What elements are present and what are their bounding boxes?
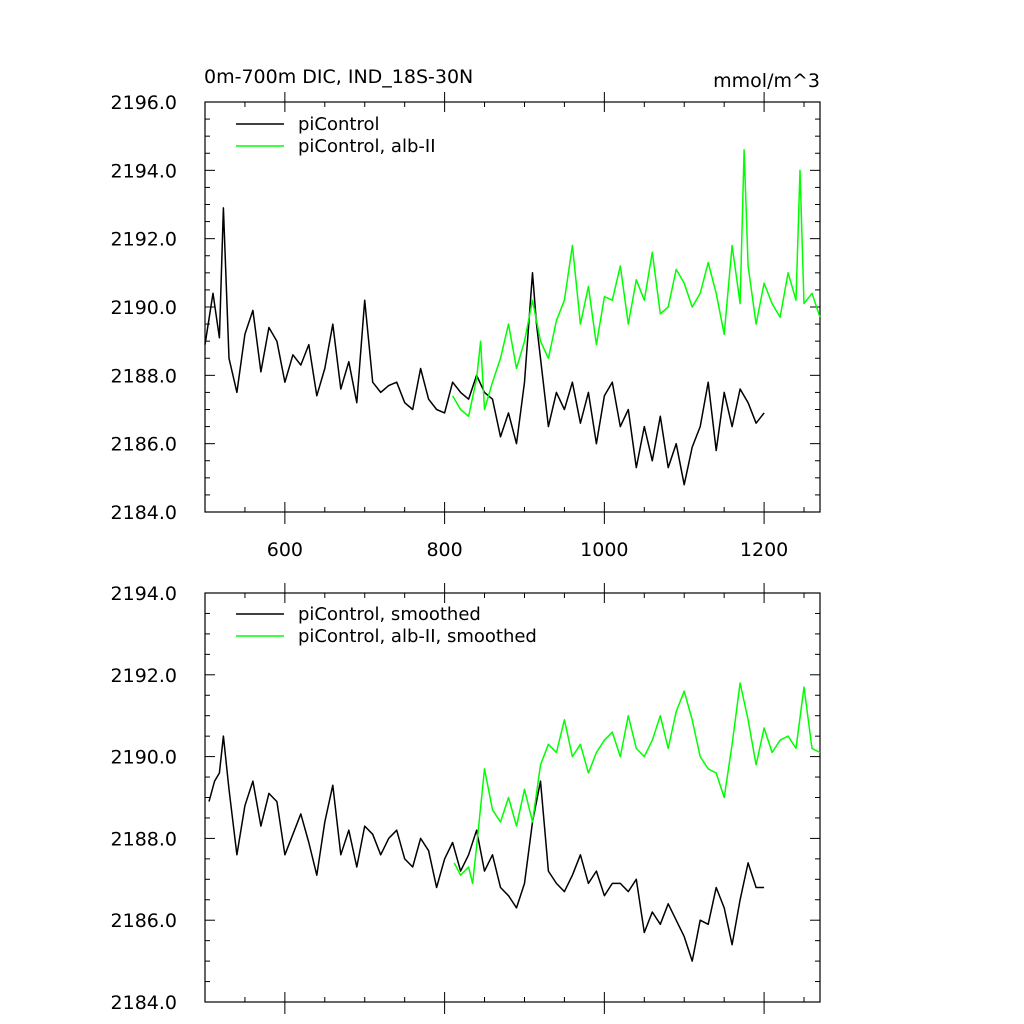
y-tick-label: 2184.0: [111, 502, 177, 524]
series-line-0: [204, 207, 765, 486]
y-tick-label: 2186.0: [111, 910, 177, 932]
y-tick-label: 2192.0: [111, 665, 177, 687]
series-line-1: [451, 149, 821, 418]
y-tick-label: 2196.0: [111, 92, 177, 114]
x-tick-label: 1000: [580, 539, 628, 561]
legend-label-1: piControl, alb-II: [298, 136, 436, 157]
top-panel: 2184.0 2186.0 2188.0 2190.0 2192.0 2194.0 2196…: [111, 92, 821, 561]
plot-frame: [204, 101, 821, 513]
series-line-0: [208, 735, 765, 962]
plot-frame: [204, 592, 821, 1003]
y-tick-label: 2192.0: [111, 229, 177, 251]
y-tick-label: 2190.0: [111, 747, 177, 769]
chart-title: 0m-700m DIC, IND_18S-30N: [204, 66, 473, 88]
y-tick-label: 2184.0: [111, 992, 177, 1014]
y-tick-label: 2194.0: [111, 583, 177, 605]
chart-units: mmol/m^3: [713, 70, 820, 92]
legend-label-0: piControl: [298, 114, 380, 135]
y-tick-label: 2188.0: [111, 828, 177, 850]
x-tick-label: 1200: [740, 539, 788, 561]
y-tick-label: 2188.0: [111, 365, 177, 387]
series-line-1: [453, 682, 821, 885]
y-tick-label: 2194.0: [111, 160, 177, 182]
bottom-panel: 2184.0 2186.0 2188.0 2190.0 2192.0 2194.0 piCo…: [111, 583, 821, 1014]
x-tick-label: 800: [426, 539, 462, 561]
legend-label-0: piControl, smoothed: [298, 604, 481, 625]
y-tick-label: 2186.0: [111, 434, 177, 456]
y-tick-label: 2190.0: [111, 297, 177, 319]
x-tick-label: 600: [267, 539, 303, 561]
legend-label-1: piControl, alb-II, smoothed: [298, 626, 537, 647]
